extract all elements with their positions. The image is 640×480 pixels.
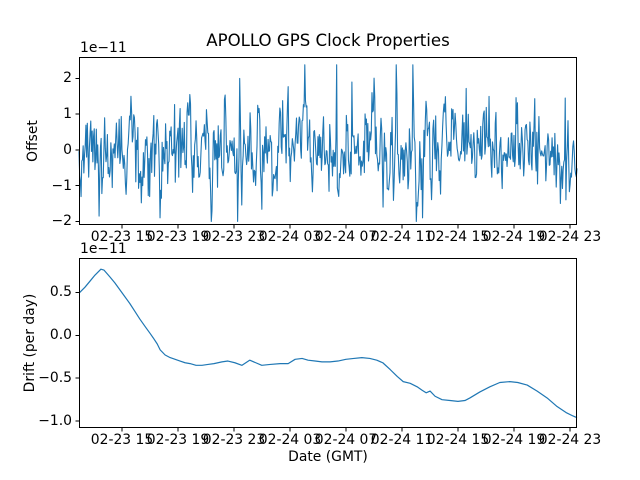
x-tick-label: 02-23 23 bbox=[202, 432, 266, 448]
x-tick-label: 02-23 15 bbox=[90, 432, 154, 448]
x-tick-label: 02-23 19 bbox=[146, 432, 210, 448]
y-tick-label: −1 bbox=[51, 177, 72, 194]
y-tick-label: 1 bbox=[63, 106, 72, 123]
y-tick-label: 0.5 bbox=[49, 284, 72, 301]
y-tick-label: −1.0 bbox=[38, 413, 72, 430]
x-tick-label: 02-24 03 bbox=[258, 229, 322, 245]
x-tick-label: 02-24 03 bbox=[258, 432, 322, 448]
offset-exponent-text-top: 1e−11 bbox=[80, 40, 127, 56]
x-tick-label: 02-24 15 bbox=[426, 432, 490, 448]
offset-exponent-text-bottom: 1e−11 bbox=[80, 241, 127, 257]
x-tick-label: 02-24 23 bbox=[538, 229, 602, 245]
x-axis-label: Date (GMT) bbox=[288, 449, 368, 465]
x-tick-label: 02-24 19 bbox=[482, 432, 546, 448]
y-tick-label: −0.5 bbox=[38, 370, 72, 387]
x-tick-label: 02-24 11 bbox=[370, 432, 434, 448]
x-tick-label: 02-23 15 bbox=[90, 229, 154, 245]
x-tick-label: 02-23 23 bbox=[202, 229, 266, 245]
offset-series-line bbox=[78, 64, 578, 222]
y-tick-label: 0 bbox=[63, 141, 72, 158]
drift-series-line bbox=[78, 268, 578, 419]
x-tick-label: 02-24 11 bbox=[370, 229, 434, 245]
y-tick-label: −2 bbox=[51, 213, 72, 230]
plot-title: APOLLO GPS Clock Properties bbox=[206, 31, 450, 50]
y-tick-label: 2 bbox=[63, 70, 72, 87]
axes-frame-offset bbox=[79, 57, 577, 225]
x-tick-label: 02-24 15 bbox=[426, 229, 490, 245]
x-tick-label: 02-24 23 bbox=[538, 432, 602, 448]
x-tick-label: 02-23 19 bbox=[146, 229, 210, 245]
axes-frame-drift bbox=[79, 258, 577, 428]
x-tick-label: 02-24 19 bbox=[482, 229, 546, 245]
y-tick-label: 0.0 bbox=[49, 327, 72, 344]
x-tick-label: 02-24 07 bbox=[314, 432, 378, 448]
x-tick-label: 02-24 07 bbox=[314, 229, 378, 245]
